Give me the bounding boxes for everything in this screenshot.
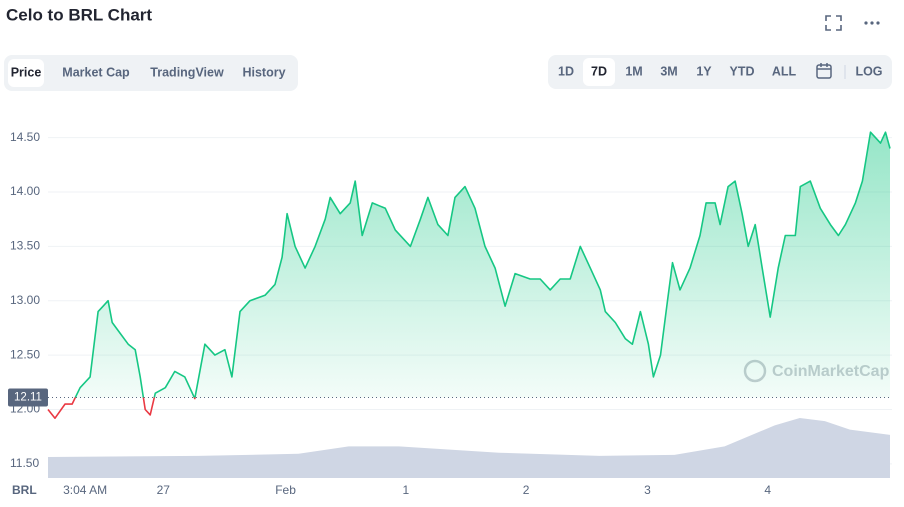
tab-bar: [4, 55, 298, 91]
tab[interactable]: Market Cap: [62, 65, 130, 79]
x-tick-label: 3: [644, 483, 651, 497]
y-tick-label: 14.00: [10, 184, 40, 198]
log-button[interactable]: LOG: [855, 64, 882, 78]
more-icon[interactable]: [864, 21, 880, 25]
volume-area: [48, 418, 890, 478]
range-button[interactable]: 7D: [591, 64, 607, 78]
chart-title: Celo to BRL Chart: [6, 5, 152, 24]
x-tick-label: Feb: [275, 483, 296, 497]
tab[interactable]: History: [242, 65, 285, 79]
y-tick-label: 11.50: [10, 456, 39, 470]
x-tick-label: 3:04 AM: [63, 483, 107, 497]
x-tick-label: 1: [403, 483, 410, 497]
y-tick-label: 14.50: [10, 130, 40, 144]
fullscreen-icon[interactable]: [825, 15, 842, 31]
x-tick-label: 2: [523, 483, 530, 497]
x-tick-label: 27: [157, 483, 171, 497]
y-tick-label: 12.50: [10, 347, 40, 361]
range-button[interactable]: ALL: [772, 64, 797, 78]
range-button[interactable]: 1Y: [696, 64, 712, 78]
range-bar: [548, 55, 892, 89]
x-tick-label: 4: [764, 483, 771, 497]
tab[interactable]: Price: [11, 65, 42, 79]
tab-active: [8, 59, 44, 87]
range-button[interactable]: 1D: [558, 64, 574, 78]
range-button[interactable]: 1M: [625, 64, 642, 78]
y-tick-label: 13.50: [10, 239, 40, 253]
tab[interactable]: TradingView: [150, 65, 224, 79]
y-unit-label: BRL: [12, 483, 37, 497]
price-line: [47, 131, 891, 419]
y-tick-label: 13.00: [10, 293, 40, 307]
reference-tag: [8, 388, 48, 407]
range-button[interactable]: 3M: [660, 64, 677, 78]
range-button[interactable]: YTD: [730, 64, 755, 78]
calendar-icon[interactable]: [816, 63, 832, 79]
range-active: [583, 58, 615, 86]
price-area: [75, 132, 890, 398]
reference-label: 12.11: [14, 392, 42, 404]
